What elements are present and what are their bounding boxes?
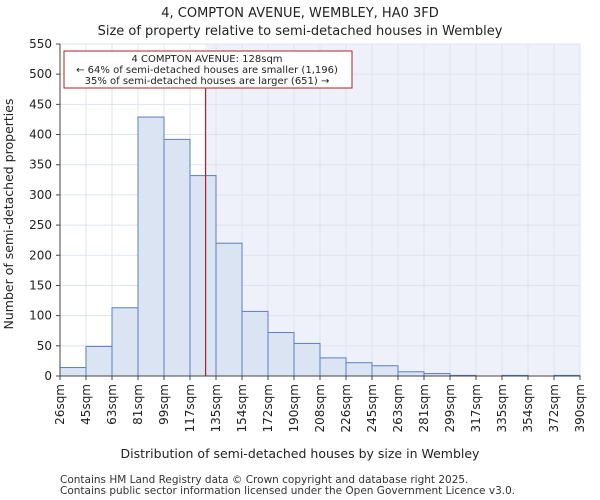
y-tick-label: 550 bbox=[29, 37, 52, 51]
x-tick-label: 263sqm bbox=[391, 384, 405, 432]
y-tick-label: 300 bbox=[29, 188, 52, 202]
histogram-bar bbox=[85, 345, 113, 377]
x-tick-label: 172sqm bbox=[261, 384, 275, 432]
histogram-bar bbox=[137, 116, 165, 377]
x-tick-label: 81sqm bbox=[131, 384, 145, 425]
x-tick-label: 135sqm bbox=[209, 384, 223, 432]
histogram-bar bbox=[241, 310, 269, 377]
histogram-bar bbox=[371, 365, 399, 377]
y-tick-label: 350 bbox=[29, 158, 52, 172]
histogram-bar bbox=[59, 367, 87, 377]
histogram-bar bbox=[215, 242, 243, 377]
x-axis-ticks: 26sqm 45sqm 63sqm 81sqm 99sqm 117sqm 135sqm 154… bbox=[53, 376, 587, 432]
x-tick-label: 372sqm bbox=[547, 384, 561, 432]
y-tick-label: 100 bbox=[29, 309, 52, 323]
histogram-bar bbox=[163, 138, 191, 377]
y-axis-ticks: 0 50 100 150 200 250 300 350 400 450 500 550 bbox=[29, 37, 60, 383]
histogram-bar bbox=[345, 362, 373, 377]
x-tick-label: 117sqm bbox=[183, 384, 197, 432]
x-tick-label: 281sqm bbox=[417, 384, 431, 432]
y-tick-label: 50 bbox=[37, 339, 52, 353]
bars bbox=[59, 116, 581, 377]
y-tick-label: 450 bbox=[29, 97, 52, 111]
footer-line2: Contains public sector information licen… bbox=[60, 485, 515, 497]
x-tick-label: 63sqm bbox=[105, 384, 119, 425]
histogram-bar bbox=[111, 307, 139, 377]
x-tick-label: 208sqm bbox=[313, 384, 327, 432]
chart-title-line2: Size of property relative to semi-detach… bbox=[98, 24, 503, 39]
x-axis-title: Distribution of semi-detached houses by … bbox=[121, 446, 481, 461]
x-tick-label: 335sqm bbox=[495, 384, 509, 432]
y-tick-label: 200 bbox=[29, 248, 52, 262]
annotation-line2: ← 64% of semi-detached houses are smalle… bbox=[76, 65, 338, 76]
histogram-bar bbox=[319, 357, 347, 377]
y-tick-label: 0 bbox=[44, 369, 52, 383]
annotation-line3: 35% of semi-detached houses are larger (… bbox=[85, 76, 330, 87]
y-axis-title: Number of semi-detached properties bbox=[1, 99, 16, 330]
footer-line1: Contains HM Land Registry data © Crown c… bbox=[60, 474, 468, 486]
chart-title-line1: 4, COMPTON AVENUE, WEMBLEY, HA0 3FD bbox=[161, 6, 439, 21]
y-tick-label: 400 bbox=[29, 128, 52, 142]
histogram-bar bbox=[189, 175, 217, 377]
x-tick-label: 245sqm bbox=[365, 384, 379, 432]
x-tick-label: 26sqm bbox=[53, 384, 67, 425]
x-tick-label: 190sqm bbox=[287, 384, 301, 432]
annotation-box: 4 COMPTON AVENUE: 128sqm ← 64% of semi-d… bbox=[63, 50, 353, 89]
x-tick-label: 154sqm bbox=[235, 384, 249, 432]
x-tick-label: 45sqm bbox=[79, 384, 93, 425]
x-tick-label: 390sqm bbox=[573, 384, 587, 432]
histogram-bar bbox=[267, 332, 295, 377]
x-tick-label: 299sqm bbox=[443, 384, 457, 432]
x-tick-label: 226sqm bbox=[339, 384, 353, 432]
y-tick-label: 150 bbox=[29, 278, 52, 292]
histogram-bar bbox=[293, 342, 321, 377]
y-tick-label: 250 bbox=[29, 218, 52, 232]
x-tick-label: 99sqm bbox=[157, 384, 171, 425]
x-tick-label: 317sqm bbox=[469, 384, 483, 432]
x-tick-label: 354sqm bbox=[521, 384, 535, 432]
histogram-bar bbox=[397, 371, 425, 377]
y-tick-label: 500 bbox=[29, 67, 52, 81]
annotation-line1: 4 COMPTON AVENUE: 128sqm bbox=[131, 54, 282, 65]
